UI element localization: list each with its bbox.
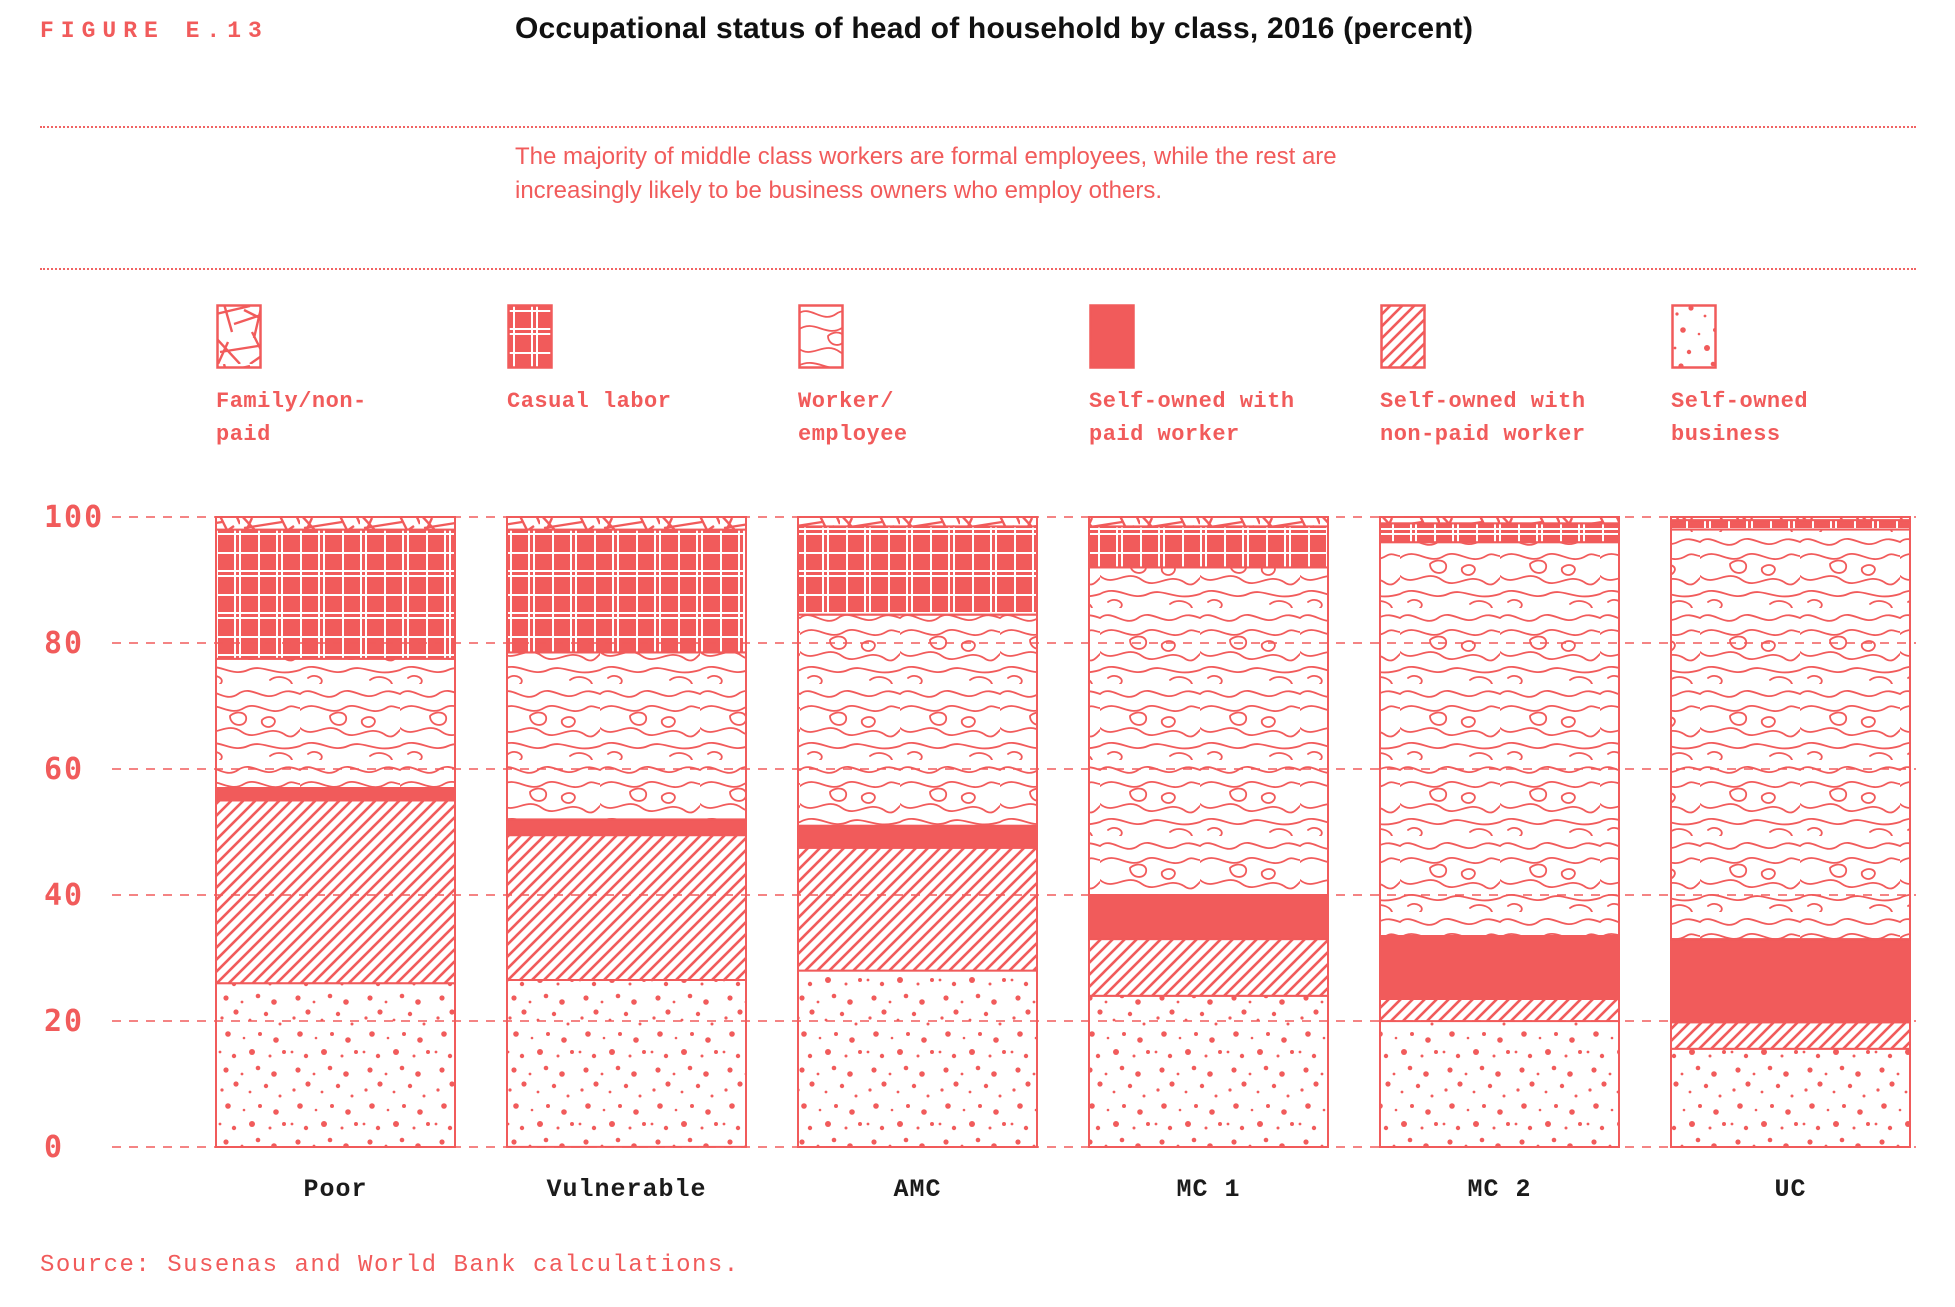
category-label-uc: UC	[1774, 1175, 1806, 1204]
legend-item-self-owned-nonpaid-worker: Self-owned with non-paid worker	[1380, 304, 1650, 451]
bar-segment-mc-2-paid	[1379, 935, 1620, 1000]
bar-segment-mc-2-nonpaid	[1379, 998, 1620, 1023]
bar-segment-uc-family	[1670, 516, 1911, 522]
legend-label: paid	[216, 422, 271, 447]
legend-swatch-family-icon	[216, 304, 262, 369]
chart-subtitle: The majority of middle class workers are…	[515, 140, 1337, 208]
page-title: Occupational status of head of household…	[515, 12, 1474, 45]
legend-item-self-owned-paid-worker: Self-owned with paid worker	[1089, 304, 1359, 451]
bar-segment-amc-paid	[797, 824, 1038, 849]
bar-segment-amc-nonpaid	[797, 846, 1038, 972]
bar-segment-mc-2-family	[1379, 516, 1620, 525]
bar-segment-poor-paid	[215, 786, 456, 802]
chart-plot-area	[215, 516, 1911, 1149]
legend-label: employee	[798, 422, 908, 447]
bar-segment-mc-1-business	[1088, 994, 1329, 1148]
category-label-poor: Poor	[303, 1175, 367, 1204]
bar-segment-vulnerable-worker	[506, 651, 747, 821]
bar-segment-poor-business	[215, 982, 456, 1149]
bar-segment-poor-worker	[215, 657, 456, 789]
bar-segment-uc-nonpaid	[1670, 1021, 1911, 1050]
bar-segment-vulnerable-casual	[506, 528, 747, 654]
y-tick-label-0: 0	[44, 1130, 64, 1165]
bar-segment-uc-paid	[1670, 938, 1911, 1024]
y-tick-label-40: 40	[44, 878, 84, 913]
bar-segment-amc-worker	[797, 613, 1038, 827]
bar-segment-mc-2-worker	[1379, 541, 1620, 937]
legend-swatch-casual-icon	[507, 304, 553, 369]
chart-axis-labels: 100 80 60 40 20 0 Poor Vulnerable AMC MC 1 MC 2 UC	[44, 500, 1806, 1204]
bar-segment-poor-family	[215, 516, 456, 531]
bar-segment-poor-nonpaid	[215, 799, 456, 985]
bar-segment-uc-worker	[1670, 528, 1911, 941]
bar-segment-uc-casual	[1670, 519, 1911, 531]
category-label-amc: AMC	[893, 1175, 941, 1204]
legend-label: Self-owned with	[1089, 389, 1295, 414]
legend-item-worker-employee: Worker/employee	[798, 304, 1068, 451]
dotted-divider-bottom	[40, 268, 1916, 270]
legend-item-casual-labor: Casual labor	[507, 304, 777, 418]
bar-segment-amc-business	[797, 969, 1038, 1148]
bar-segment-vulnerable-nonpaid	[506, 834, 747, 981]
subtitle-line-2: increasingly likely to be business owner…	[515, 177, 1162, 204]
legend-item-family-non-paid: Family/non-paid	[216, 304, 486, 451]
bar-segment-amc-family	[797, 516, 1038, 528]
legend-label: Family/non-	[216, 389, 367, 414]
legend-swatch-paid-icon	[1089, 304, 1135, 369]
legend-swatch-business-icon	[1671, 304, 1717, 369]
chart-gridlines	[112, 516, 1916, 1148]
bar-segment-mc-1-nonpaid	[1088, 938, 1329, 997]
bar-segment-uc-business	[1670, 1047, 1911, 1148]
bar-segment-mc-1-casual	[1088, 525, 1329, 569]
bar-segment-vulnerable-paid	[506, 818, 747, 837]
bar-segment-poor-casual	[215, 528, 456, 660]
legend-label: Worker/	[798, 389, 894, 414]
legend-swatch-nonpaid-icon	[1380, 304, 1426, 369]
legend-label: business	[1671, 422, 1781, 447]
legend-swatch-worker-icon	[798, 304, 844, 369]
y-tick-label-80: 80	[44, 626, 84, 661]
y-tick-label-60: 60	[44, 752, 84, 787]
legend-label: Self-owned	[1671, 389, 1809, 414]
bar-segment-vulnerable-business	[506, 979, 747, 1148]
source-note: Source: Susenas and World Bank calculati…	[40, 1252, 740, 1279]
legend-label: Casual labor	[507, 389, 672, 414]
category-label-vulnerable: Vulnerable	[546, 1175, 706, 1204]
subtitle-line-1: The majority of middle class workers are…	[515, 143, 1337, 170]
bar-segment-mc-1-worker	[1088, 566, 1329, 897]
bar-segment-mc-2-business	[1379, 1020, 1620, 1148]
legend-label: non-paid worker	[1380, 422, 1586, 447]
category-label-mc-2: MC 2	[1467, 1175, 1531, 1204]
dotted-divider-top	[40, 126, 1916, 128]
bar-segment-amc-casual	[797, 525, 1038, 616]
legend-label: Self-owned with	[1380, 389, 1586, 414]
legend-item-self-owned-business: Self-owned business	[1671, 304, 1941, 451]
figure-label: FIGURE E.13	[40, 18, 269, 44]
y-tick-label-20: 20	[44, 1004, 84, 1039]
legend-label: paid worker	[1089, 422, 1240, 447]
category-label-mc-1: MC 1	[1176, 1175, 1240, 1204]
bar-segment-vulnerable-family	[506, 516, 747, 531]
bar-segment-mc-2-casual	[1379, 522, 1620, 544]
bar-segment-mc-1-family	[1088, 516, 1329, 528]
y-tick-label-100: 100	[44, 500, 104, 535]
bar-segment-mc-1-paid	[1088, 894, 1329, 941]
